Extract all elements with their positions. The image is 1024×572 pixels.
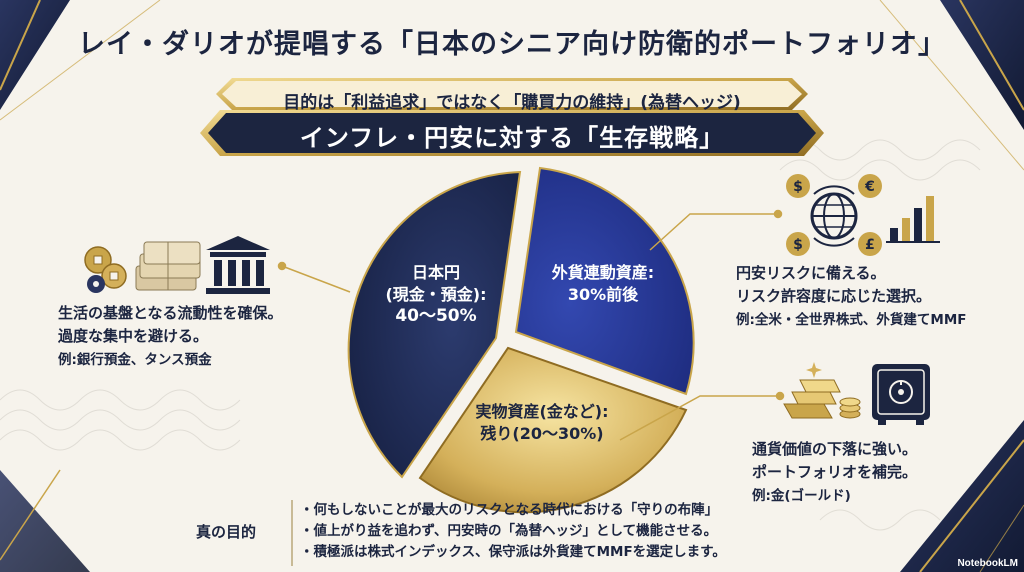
- euro-icon: €: [864, 179, 875, 195]
- coins-icon: [84, 246, 127, 293]
- slice-label-fx: 外貨連動資産: 30%前後: [551, 263, 655, 304]
- slice-label-real: 実物資産(金など): 残り(20〜30%): [475, 402, 609, 443]
- safe-icon: [872, 364, 930, 425]
- purpose-bullet-1: 何もしないことが最大のリスクとなる時代における「守りの布陣」: [300, 500, 820, 521]
- globe-icon: [810, 185, 858, 247]
- purpose-bullet-2: 値上がり益を追わず、円安時の「為替ヘッジ」として機能させる。: [300, 521, 820, 542]
- banner: [200, 78, 824, 156]
- page-title: レイ・ダリオが提唱する「日本のシニア向け防衛的ポートフォリオ」: [78, 29, 946, 60]
- brand-watermark: NotebookLM: [957, 558, 1018, 569]
- gold-coins-icon: [839, 397, 861, 419]
- dollar-icon-2: $: [793, 237, 803, 253]
- bank-icon: [206, 236, 270, 294]
- connector-right: [649, 213, 778, 251]
- global-currency-icon: $ € $ £: [786, 174, 940, 256]
- purpose-bullet-3: 積極派は株式インデックス、保守派は外貨建てMMFを選定します。: [300, 542, 820, 563]
- purpose-label: 真の目的: [196, 523, 257, 541]
- dollar-icon: $: [793, 179, 803, 195]
- description-fx: 円安リスクに備える。 リスク許容度に応じた選択。 例:全米・全世界株式、外貨建て…: [736, 264, 967, 328]
- connector-left: [281, 265, 351, 293]
- bar-chart-icon: [886, 196, 940, 243]
- description-jpy: 生活の基盤となる流動性を確保。 過度な集中を避ける。 例:銀行預金、タンス預金: [58, 304, 283, 368]
- purpose-bullets: 何もしないことが最大のリスクとなる時代における「守りの布陣」 値上がり益を追わず…: [300, 500, 820, 563]
- banner-subtitle: 目的は「利益追求」ではなく「購買力の維持」(為替ヘッジ): [283, 93, 741, 113]
- pie-slice-jpy: [347, 170, 522, 479]
- slice-label-jpy: 日本円 (現金・預金): 40〜50%: [385, 263, 487, 327]
- gold-bar-icon: [783, 362, 841, 419]
- banner-headline: インフレ・円安に対する「生存戦略」: [299, 124, 725, 152]
- gold-safe-icon: [783, 362, 930, 425]
- description-real: 通貨価値の下落に強い。 ポートフォリオを補完。 例:金(ゴールド): [752, 440, 918, 504]
- cash-coins-bank-icon: [84, 236, 270, 294]
- pie-slice-fx: [514, 166, 695, 396]
- allocation-pie-chart: [347, 166, 695, 514]
- connector-gold: [619, 395, 780, 441]
- pound-icon: £: [865, 237, 875, 253]
- currency-coins-icon: $ € $ £: [786, 174, 882, 256]
- cash-bundle-icon: [135, 241, 201, 291]
